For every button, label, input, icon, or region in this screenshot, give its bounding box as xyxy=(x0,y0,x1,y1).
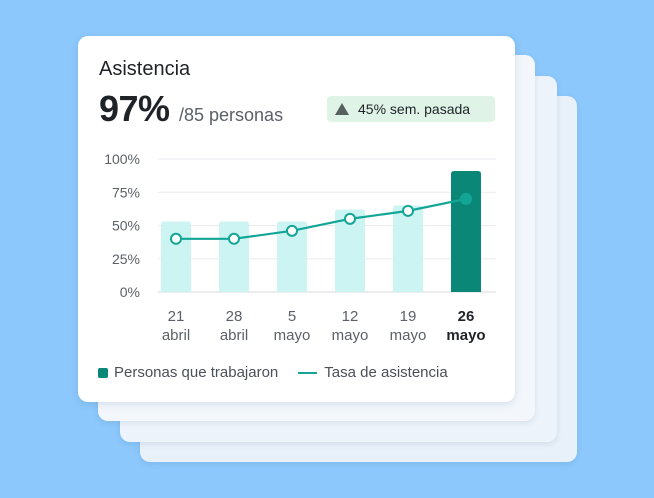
x-tick-label: 19 xyxy=(400,308,417,325)
card-title: Asistencia xyxy=(99,58,191,80)
people-count: /85 personas xyxy=(179,105,284,125)
x-tick-label: mayo xyxy=(446,327,485,344)
line-point xyxy=(228,232,240,245)
attendance-percent: 97% xyxy=(99,88,170,129)
legend-line-label: Tasa de asistencia xyxy=(324,364,448,381)
line-point xyxy=(286,224,298,237)
y-tick-label: 75% xyxy=(112,184,140,200)
change-badge-label: 45% sem. pasada xyxy=(358,101,471,117)
legend-bars-swatch xyxy=(98,367,108,378)
line-point xyxy=(460,192,472,205)
bar xyxy=(277,221,307,292)
attendance-card[interactable]: Asistencia 97% /85 personas 45% sem. pas… xyxy=(78,36,515,402)
y-tick-label: 100% xyxy=(104,151,140,167)
triangle-up-icon xyxy=(335,103,349,115)
x-tick-label: mayo xyxy=(274,327,311,344)
bar xyxy=(393,205,423,292)
x-tick-label: mayo xyxy=(332,327,369,344)
x-tick-label: 26 xyxy=(458,308,475,325)
line-point xyxy=(170,232,182,245)
attendance-chart: 0% 25% 50% 75% 100% 21 abril 28 abril 5 mayo 12 may… xyxy=(104,151,496,344)
bar xyxy=(451,170,481,292)
chart-legend: Personas que trabajaron Tasa de asistenc… xyxy=(98,364,448,381)
y-tick-label: 50% xyxy=(112,218,140,234)
x-tick-label: 21 xyxy=(168,308,185,325)
change-badge: 45% sem. pasada xyxy=(327,96,495,122)
bar xyxy=(161,221,191,292)
x-tick-label: abril xyxy=(162,327,190,344)
x-tick-label: 28 xyxy=(226,308,243,325)
legend-line-swatch xyxy=(298,371,318,374)
attendance-line xyxy=(176,197,467,240)
x-tick-label: mayo xyxy=(390,327,427,344)
x-tick-label: 5 xyxy=(288,308,296,325)
legend-bars-label: Personas que trabajaron xyxy=(114,364,279,381)
bar xyxy=(335,209,365,292)
y-tick-label: 25% xyxy=(112,251,140,267)
bar xyxy=(219,221,249,292)
line-point xyxy=(402,204,414,217)
x-tick-label: 12 xyxy=(342,308,359,325)
line-point xyxy=(344,212,356,225)
x-tick-label: abril xyxy=(220,327,248,344)
y-tick-label: 0% xyxy=(120,284,140,300)
